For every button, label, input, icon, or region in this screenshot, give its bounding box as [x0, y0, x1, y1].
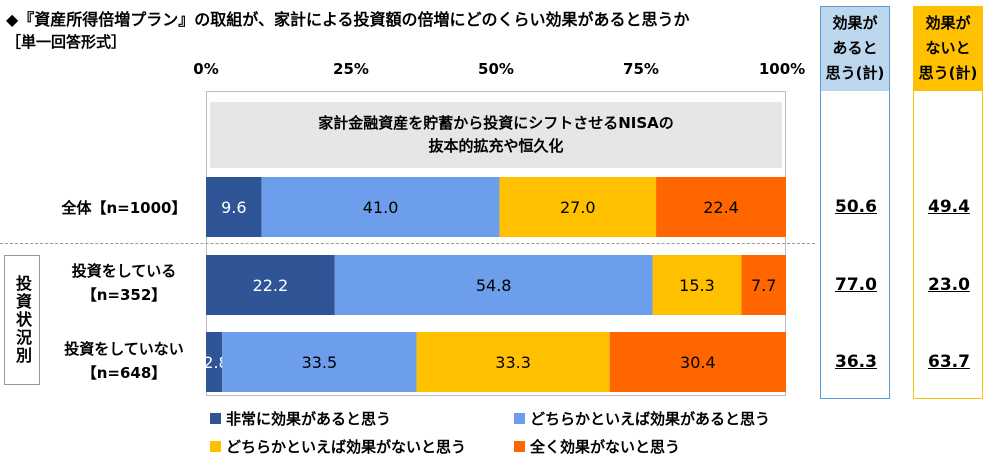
legend-item: 全く効果がないと思う	[514, 436, 680, 457]
x-tick-label: 100%	[758, 60, 806, 78]
legend-item: 非常に効果があると思う	[210, 408, 391, 429]
effective-total-value: 36.3	[835, 352, 877, 372]
not-effective-total-value: 23.0	[928, 275, 970, 295]
legend-swatch	[514, 441, 525, 452]
legend-item: どちらかといえば効果があると思う	[514, 408, 770, 429]
bar-segment	[652, 255, 742, 315]
not-effective-total-value: 49.4	[928, 197, 970, 217]
legend: 非常に効果があると思う どちらかといえば効果があると思う どちらかといえば効果が…	[200, 400, 820, 462]
group-box: 投資状況別	[4, 255, 40, 385]
data-label: 33.3	[495, 353, 531, 372]
item-subtitle-panel: 家計金融資産を貯蓄から投資にシフトさせるNISAの 抜本的拡充や恒久化	[210, 102, 782, 168]
legend-swatch	[210, 413, 221, 424]
bar-segment	[206, 332, 223, 392]
row-label-total: 全体【n=1000】	[61, 199, 187, 217]
chart-title: ◆『資産所得倍増プラン』の取組が、家計による投資額の倍増にどのくらい効果があると…	[6, 10, 690, 29]
bar-segment	[222, 332, 417, 392]
bar-segment	[334, 255, 653, 315]
x-tick-label: 25%	[333, 60, 369, 78]
effective-total-header: 効果が あると 思う(計)	[821, 7, 889, 91]
chart-question-format: ［単一回答形式］	[6, 33, 127, 51]
group-label: 投資状況別	[13, 275, 32, 365]
x-tick-label: 0%	[193, 60, 219, 78]
bar-segment	[261, 177, 500, 237]
data-label: 22.4	[703, 198, 739, 217]
legend-item: どちらかといえば効果がないと思う	[210, 436, 466, 457]
data-label: 30.4	[680, 353, 716, 372]
bar-segment	[741, 255, 786, 315]
legend-swatch	[514, 413, 525, 424]
not-effective-total-header: 効果が ないと 思う(計)	[914, 7, 982, 91]
data-label: 22.2	[253, 276, 289, 295]
not-effective-total-value: 63.7	[928, 352, 970, 372]
row-label-investing: 投資をしている 【n=352】	[71, 262, 177, 304]
effective-total-column: 効果が あると 思う(計) 50.6 77.0 36.3	[820, 6, 890, 399]
group-divider	[0, 243, 815, 244]
bar-segment	[206, 255, 335, 315]
data-label: 15.3	[679, 276, 715, 295]
legend-swatch	[210, 441, 221, 452]
not-effective-total-column: 効果が ないと 思う(計) 49.4 23.0 63.7	[913, 6, 983, 399]
data-label: 41.0	[363, 198, 399, 217]
data-label: 9.6	[221, 198, 246, 217]
bar-segment	[656, 177, 786, 237]
data-label: 54.8	[476, 276, 512, 295]
data-label: 27.0	[560, 198, 596, 217]
bar-segment	[206, 177, 262, 237]
effective-total-value: 77.0	[835, 275, 877, 295]
bar-segment	[416, 332, 610, 392]
data-label: 7.7	[751, 276, 776, 295]
x-tick-label: 75%	[623, 60, 659, 78]
row-label-not-investing: 投資をしていない 【n=648】	[64, 340, 184, 382]
effective-total-value: 50.6	[835, 197, 877, 217]
bar-segment	[609, 332, 786, 392]
bar-segment	[499, 177, 657, 237]
data-label: 33.5	[302, 353, 338, 372]
x-tick-label: 50%	[478, 60, 514, 78]
item-subtitle-line1: 家計金融資産を貯蓄から投資にシフトさせるNISAの	[318, 114, 674, 132]
item-subtitle-line2: 抜本的拡充や恒久化	[428, 137, 564, 155]
